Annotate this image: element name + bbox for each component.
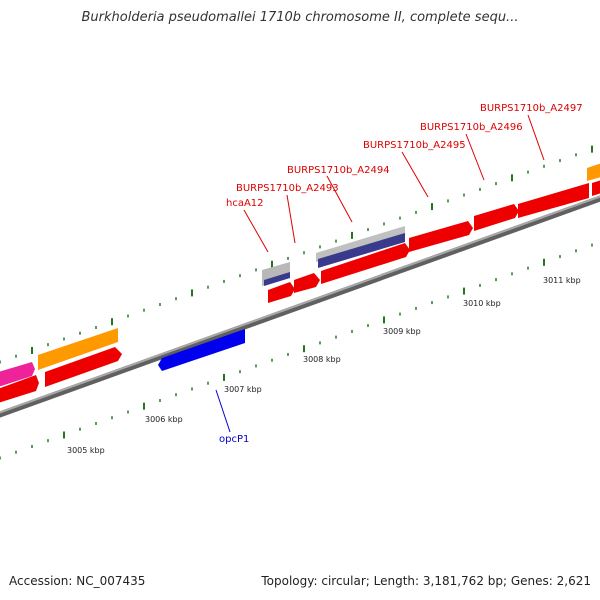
leader-line [243, 209, 269, 253]
gene-label[interactable]: opcP1 [219, 434, 249, 445]
chromosome-backbone [0, 195, 600, 418]
gene-block[interactable] [38, 328, 118, 370]
leader-line [326, 175, 353, 223]
gene-arrow[interactable] [45, 347, 122, 387]
gene-arrow[interactable] [294, 273, 320, 293]
axis-label: 3005 kbp [67, 446, 105, 455]
gene-label[interactable]: BURPS1710b_A2493 [236, 183, 339, 194]
axis-label: 3006 kbp [145, 415, 183, 424]
accession-text: Accession: NC_007435 [9, 574, 146, 588]
feature-track [0, 162, 600, 404]
axis-label: 3009 kbp [383, 327, 421, 336]
gene-arrow[interactable] [158, 329, 245, 371]
gene-label[interactable]: BURPS1710b_A2497 [480, 103, 583, 114]
gene-arrow[interactable] [409, 221, 473, 252]
inner-tick-row [0, 243, 593, 460]
gene-arrow[interactable] [0, 362, 35, 388]
gene-label[interactable]: BURPS1710b_A2496 [420, 122, 523, 133]
axis-label: 3008 kbp [303, 355, 341, 364]
axis-label: 3007 kbp [224, 385, 262, 394]
leader-line [465, 133, 485, 181]
gene-label[interactable]: BURPS1710b_A2495 [363, 140, 466, 151]
leader-line [401, 151, 429, 198]
feature-block[interactable] [318, 233, 405, 268]
gene-arrow[interactable] [321, 243, 410, 284]
topology-text: Topology: circular; Length: 3,181,762 bp… [261, 574, 591, 588]
leader-line [286, 194, 296, 244]
gene-block[interactable] [592, 179, 600, 196]
gene-arrow[interactable] [268, 282, 295, 303]
gene-arrow[interactable] [474, 204, 519, 231]
gene-arrow[interactable] [0, 375, 39, 404]
gene-arrow[interactable] [518, 183, 589, 218]
leader-line [215, 389, 231, 433]
label-leaders [215, 114, 545, 433]
axis-labels: 3005 kbp 3006 kbp 3007 kbp 3008 kbp 3009… [67, 276, 581, 455]
gene-label[interactable]: hcaA12 [226, 198, 264, 209]
gene-labels: hcaA12 BURPS1710b_A2493 BURPS1710b_A2494… [219, 103, 583, 445]
feature-block[interactable] [264, 272, 290, 286]
gene-block[interactable] [587, 162, 600, 181]
gene-label[interactable]: BURPS1710b_A2494 [287, 165, 390, 176]
axis-label: 3011 kbp [543, 276, 581, 285]
leader-line [527, 114, 545, 161]
outer-tick-row [0, 145, 593, 364]
chromosome-backbone-highlight [0, 195, 600, 414]
map-title: Burkholderia pseudomallei 1710b chromoso… [81, 10, 519, 25]
axis-label: 3010 kbp [463, 299, 501, 308]
